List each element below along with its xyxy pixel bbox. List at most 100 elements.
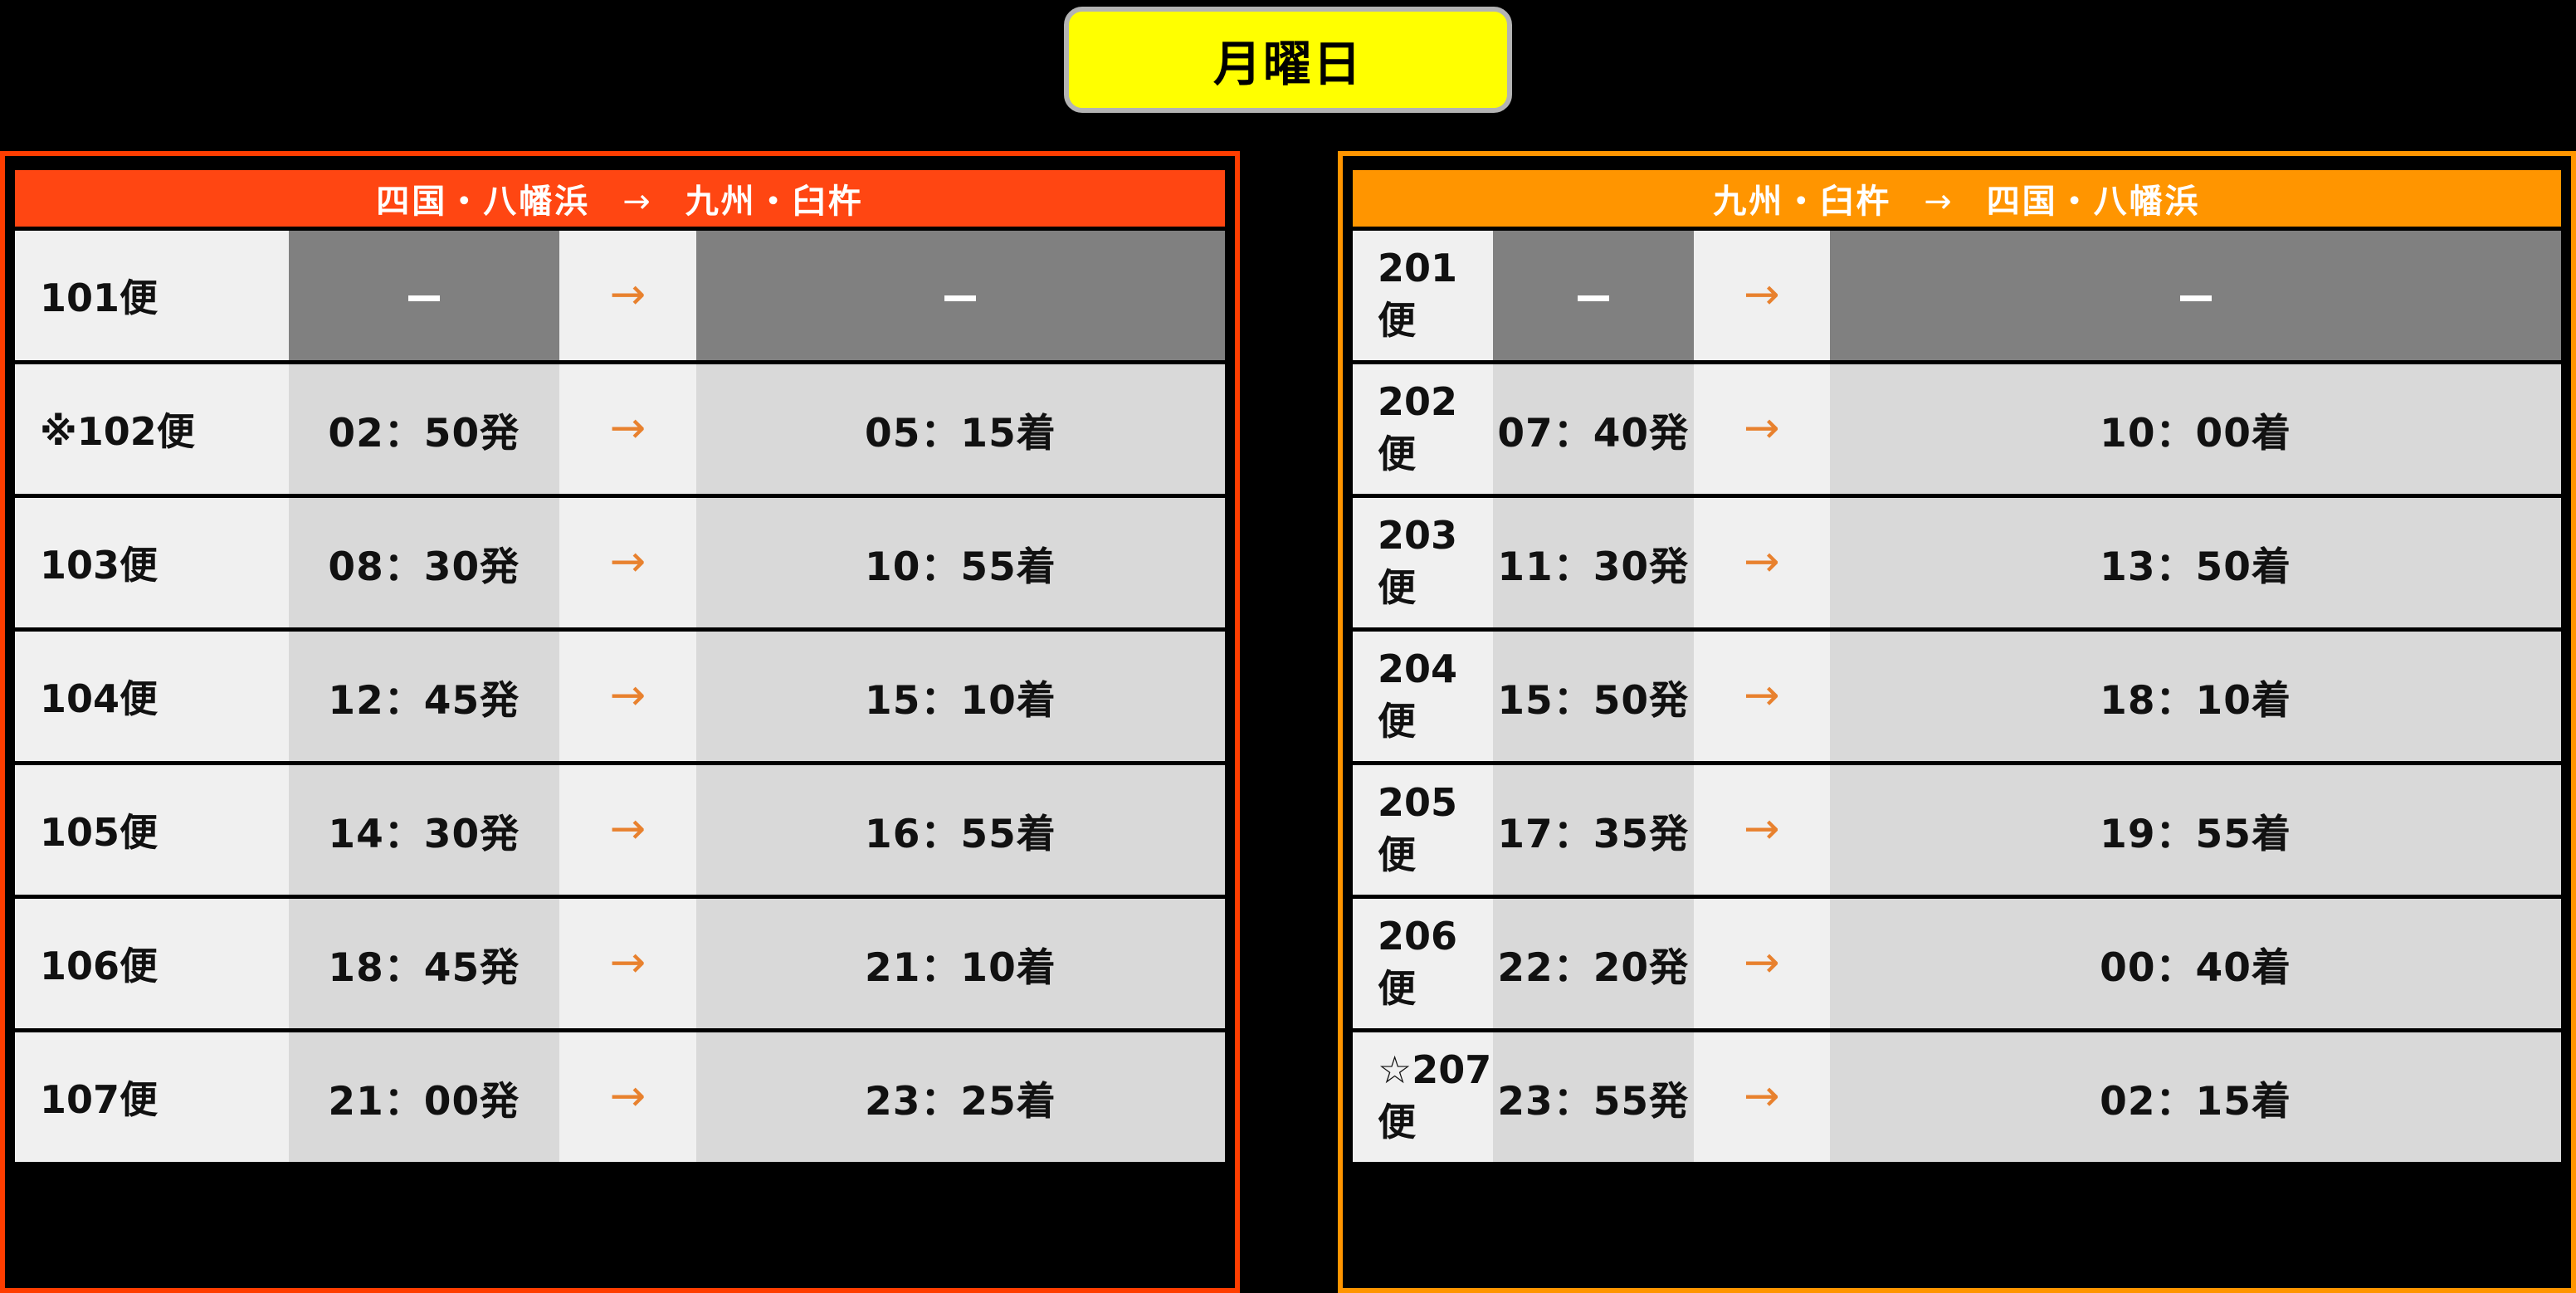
direction-arrow-cell: →	[1693, 899, 1831, 1028]
direction-arrow-cell: →	[559, 364, 696, 494]
direction-arrow-cell: →	[559, 632, 696, 761]
direction-arrow-cell: →	[1693, 231, 1831, 360]
departure-time-cell-empty	[1492, 231, 1694, 360]
departure-time-cell: 21：00発	[288, 1032, 560, 1162]
service-number-cell: 202便	[1353, 364, 1493, 494]
table-row[interactable]: 107便 21：00発 → 23：25着	[15, 1032, 1225, 1162]
timetable-panel-inner-outbound: 四国・八幡浜 → 九州・臼杵 101便 → ※102便 02：50発 → 05：15着 10…	[10, 161, 1230, 1288]
departure-time-cell: 23：55発	[1492, 1032, 1694, 1162]
arrow-right-icon: →	[1744, 536, 1780, 587]
arrow-right-icon: →	[609, 269, 646, 320]
table-row[interactable]: 106便 18：45発 → 21：10着	[15, 899, 1225, 1028]
arrow-right-icon: →	[609, 403, 646, 453]
table-row[interactable]: 201便 →	[1353, 231, 2561, 360]
direction-arrow-cell: →	[1693, 632, 1831, 761]
service-number-cell: ※102便	[15, 364, 289, 494]
table-row[interactable]: 204便 15：50発 → 18：10着	[1353, 632, 2561, 761]
arrival-time-cell: 00：40着	[1830, 899, 2561, 1028]
service-number-cell: 107便	[15, 1032, 289, 1162]
route-origin-inbound: 九州・臼杵	[1713, 183, 1892, 221]
arrival-time-cell-empty	[695, 231, 1225, 360]
day-of-week-badge[interactable]: 月曜日	[1064, 7, 1512, 113]
service-number-cell: 103便	[15, 498, 289, 627]
no-service-dash-icon	[944, 295, 977, 301]
service-number-cell: 203便	[1353, 498, 1493, 627]
service-number-cell: 104便	[15, 632, 289, 761]
service-number-cell: 206便	[1353, 899, 1493, 1028]
table-row[interactable]: 104便 12：45発 → 15：10着	[15, 632, 1225, 761]
direction-arrow-cell: →	[1693, 498, 1831, 627]
timetable-panel-inner-inbound: 九州・臼杵 → 四国・八幡浜 201便 → 202便 07：40発 → 10：00着 203…	[1348, 161, 2566, 1288]
departure-time-cell: 08：30発	[288, 498, 560, 627]
arrival-time-cell: 16：55着	[695, 765, 1225, 895]
direction-arrow-cell: →	[1693, 1032, 1831, 1162]
no-service-dash-icon	[1577, 295, 1609, 301]
departure-time-cell-empty	[288, 231, 560, 360]
table-row[interactable]: 205便 17：35発 → 19：55着	[1353, 765, 2561, 895]
departure-time-cell: 17：35発	[1492, 765, 1694, 895]
direction-arrow-cell: →	[559, 231, 696, 360]
arrow-right-icon: →	[1744, 1071, 1780, 1121]
timetable-inbound: 九州・臼杵 → 四国・八幡浜 201便 → 202便 07：40発 → 10：00着 203…	[1353, 166, 2561, 1166]
route-header-outbound: 四国・八幡浜 → 九州・臼杵	[15, 170, 1225, 227]
arrival-time-cell: 23：25着	[695, 1032, 1225, 1162]
service-number-cell: 105便	[15, 765, 289, 895]
timetable-header-row-inbound: 九州・臼杵 → 四国・八幡浜	[1353, 170, 2561, 227]
direction-arrow-cell: →	[559, 498, 696, 627]
timetable-outbound: 四国・八幡浜 → 九州・臼杵 101便 → ※102便 02：50発 → 05：15着 10…	[15, 166, 1225, 1166]
direction-arrow-cell: →	[559, 1032, 696, 1162]
service-number-cell: 201便	[1353, 231, 1493, 360]
direction-arrow-cell: →	[559, 899, 696, 1028]
table-row[interactable]: ☆207便 23：55発 → 02：15着	[1353, 1032, 2561, 1162]
arrival-time-cell: 15：10着	[695, 632, 1225, 761]
route-header-inbound: 九州・臼杵 → 四国・八幡浜	[1353, 170, 2561, 227]
timetable-panel-outbound: 四国・八幡浜 → 九州・臼杵 101便 → ※102便 02：50発 → 05：15着 10…	[0, 151, 1240, 1293]
arrow-right-icon: →	[609, 536, 646, 587]
service-number-cell: ☆207便	[1353, 1032, 1493, 1162]
service-number-cell: 204便	[1353, 632, 1493, 761]
route-destination-outbound: 九州・臼杵	[685, 183, 864, 221]
arrow-right-icon: →	[609, 1071, 646, 1121]
timetable-panel-inbound: 九州・臼杵 → 四国・八幡浜 201便 → 202便 07：40発 → 10：00着 203…	[1338, 151, 2576, 1293]
arrival-time-cell-empty	[1830, 231, 2561, 360]
departure-time-cell: 15：50発	[1492, 632, 1694, 761]
table-row[interactable]: 203便 11：30発 → 13：50着	[1353, 498, 2561, 627]
departure-time-cell: 02：50発	[288, 364, 560, 494]
service-number-cell: 205便	[1353, 765, 1493, 895]
route-origin-outbound: 四国・八幡浜	[376, 183, 591, 221]
arrow-right-icon: →	[609, 670, 646, 720]
arrival-time-cell: 10：00着	[1830, 364, 2561, 494]
arrow-right-icon: →	[1744, 403, 1780, 453]
departure-time-cell: 14：30発	[288, 765, 560, 895]
arrival-time-cell: 05：15着	[695, 364, 1225, 494]
arrow-right-icon: →	[1744, 269, 1780, 320]
departure-time-cell: 22：20発	[1492, 899, 1694, 1028]
arrival-time-cell: 18：10着	[1830, 632, 2561, 761]
direction-arrow-cell: →	[559, 765, 696, 895]
direction-arrow-cell: →	[1693, 364, 1831, 494]
table-row[interactable]: ※102便 02：50発 → 05：15着	[15, 364, 1225, 494]
table-row[interactable]: 206便 22：20発 → 00：40着	[1353, 899, 2561, 1028]
arrow-right-icon: →	[1744, 803, 1780, 854]
table-row[interactable]: 103便 08：30発 → 10：55着	[15, 498, 1225, 627]
arrival-time-cell: 02：15着	[1830, 1032, 2561, 1162]
arrival-time-cell: 13：50着	[1830, 498, 2561, 627]
arrow-right-icon: →	[609, 937, 646, 988]
table-row[interactable]: 202便 07：40発 → 10：00着	[1353, 364, 2561, 494]
no-service-dash-icon	[407, 295, 440, 301]
arrival-time-cell: 10：55着	[695, 498, 1225, 627]
arrow-right-icon: →	[1924, 183, 1954, 221]
departure-time-cell: 12：45発	[288, 632, 560, 761]
timetable-header-row-outbound: 四国・八幡浜 → 九州・臼杵	[15, 170, 1225, 227]
arrival-time-cell: 19：55着	[1830, 765, 2561, 895]
route-destination-inbound: 四国・八幡浜	[1986, 183, 2201, 221]
service-number-cell: 101便	[15, 231, 289, 360]
arrow-right-icon: →	[1744, 670, 1780, 720]
table-row[interactable]: 105便 14：30発 → 16：55着	[15, 765, 1225, 895]
arrow-right-icon: →	[609, 803, 646, 854]
direction-arrow-cell: →	[1693, 765, 1831, 895]
departure-time-cell: 11：30発	[1492, 498, 1694, 627]
table-row[interactable]: 101便 →	[15, 231, 1225, 360]
arrow-right-icon: →	[1744, 937, 1780, 988]
departure-time-cell: 07：40発	[1492, 364, 1694, 494]
